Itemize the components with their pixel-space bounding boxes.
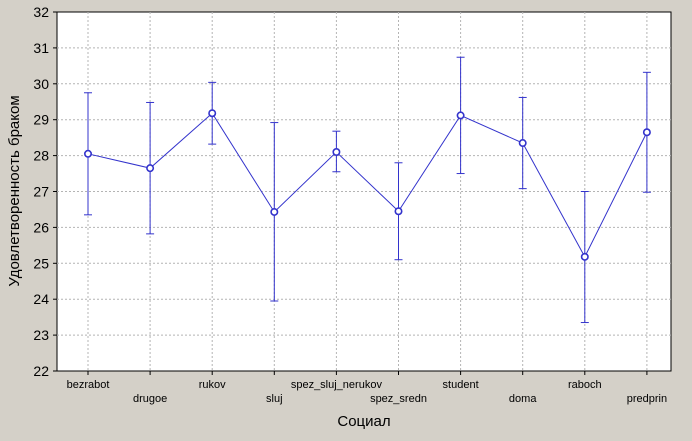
data-point bbox=[394, 207, 403, 216]
data-point bbox=[332, 148, 341, 157]
y-tick-label: 28 bbox=[33, 148, 49, 164]
data-point bbox=[642, 128, 651, 137]
y-tick-label: 32 bbox=[33, 4, 49, 20]
x-tick-label: raboch bbox=[568, 379, 602, 391]
y-axis-title: Удовлетворенность браком bbox=[6, 95, 23, 286]
y-tick-label: 29 bbox=[33, 112, 49, 128]
series bbox=[84, 56, 651, 324]
x-tick-label: spez_sluj_nerukov bbox=[291, 379, 383, 391]
data-point bbox=[456, 111, 465, 120]
x-tick-label: drugoe bbox=[133, 393, 167, 405]
x-tick-label: student bbox=[443, 379, 479, 391]
x-tick-label: predprin bbox=[627, 393, 667, 405]
y-tick-label: 27 bbox=[33, 184, 49, 200]
x-tick-label: sluj bbox=[266, 393, 283, 405]
x-axis-title: Социал bbox=[337, 413, 390, 430]
y-axis-ticks: 22 23 24 25 26 27 28 29 30 31 32 bbox=[33, 4, 57, 379]
y-tick-label: 26 bbox=[33, 219, 49, 235]
y-tick-label: 30 bbox=[33, 76, 49, 92]
y-tick-label: 24 bbox=[33, 291, 49, 307]
data-point bbox=[84, 149, 93, 158]
series-line bbox=[87, 112, 648, 258]
data-point bbox=[518, 139, 527, 148]
x-axis-ticks: bezrabot drugoe rukov sluj spez_sluj_nerukov… bbox=[67, 371, 667, 405]
y-tick-label: 31 bbox=[33, 40, 49, 56]
y-tick-label: 22 bbox=[33, 363, 49, 379]
x-tick-label: spez_sredn bbox=[370, 393, 427, 405]
x-tick-label: doma bbox=[509, 393, 537, 405]
data-point bbox=[270, 207, 279, 216]
plot-area bbox=[56, 11, 672, 372]
y-tick-label: 25 bbox=[33, 255, 49, 271]
y-tick-label: 23 bbox=[33, 327, 49, 343]
x-tick-label: rukov bbox=[199, 379, 226, 391]
data-point bbox=[146, 164, 155, 173]
data-point bbox=[208, 109, 217, 118]
x-tick-label: bezrabot bbox=[67, 379, 110, 391]
data-point bbox=[580, 252, 589, 261]
